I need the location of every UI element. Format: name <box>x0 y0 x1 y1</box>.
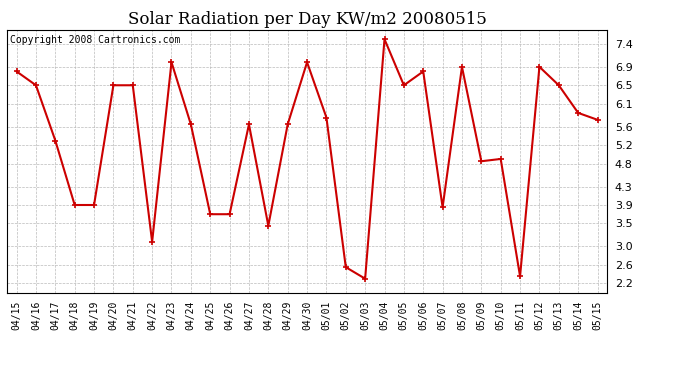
Title: Solar Radiation per Day KW/m2 20080515: Solar Radiation per Day KW/m2 20080515 <box>128 12 486 28</box>
Text: Copyright 2008 Cartronics.com: Copyright 2008 Cartronics.com <box>10 35 180 45</box>
